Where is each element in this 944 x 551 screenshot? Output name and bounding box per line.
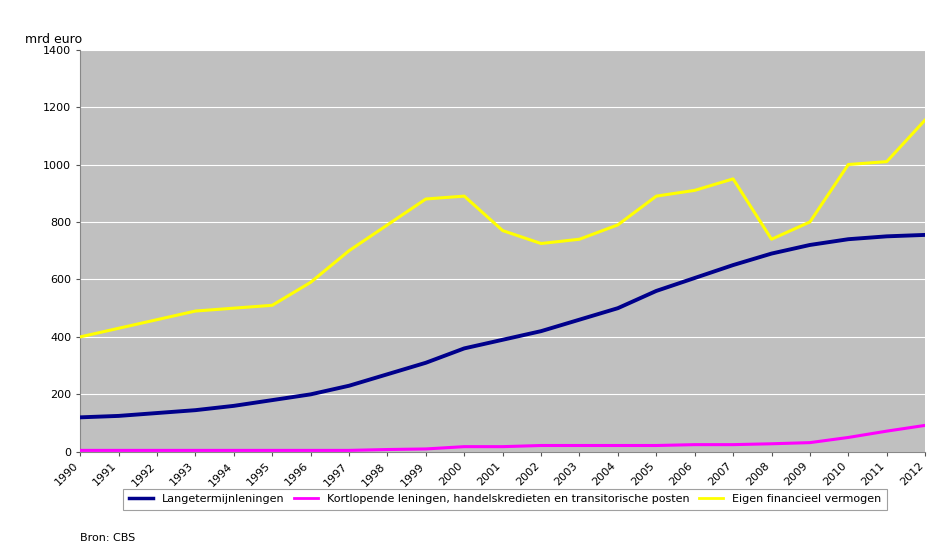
Kortlopende leningen, handelskredieten en transitorische posten	[151, 447, 162, 453]
Langetermijnleningen	[344, 382, 355, 389]
Langetermijnleningen	[804, 242, 816, 249]
Eigen financieel vermogen	[728, 176, 739, 182]
Eigen financieel vermogen	[151, 316, 162, 323]
Eigen financieel vermogen	[535, 240, 547, 247]
Text: mrd euro: mrd euro	[25, 33, 82, 46]
Eigen financieel vermogen	[420, 196, 431, 202]
Langetermijnleningen	[420, 359, 431, 366]
Kortlopende leningen, handelskredieten en transitorische posten	[613, 442, 624, 449]
Langetermijnleningen	[574, 316, 585, 323]
Eigen financieel vermogen	[381, 222, 393, 228]
Kortlopende leningen, handelskredieten en transitorische posten	[689, 441, 700, 448]
Langetermijnleningen	[689, 275, 700, 282]
Langetermijnleningen	[728, 262, 739, 268]
Langetermijnleningen	[459, 345, 470, 352]
Text: Bron: CBS: Bron: CBS	[80, 533, 136, 543]
Kortlopende leningen, handelskredieten en transitorische posten	[574, 442, 585, 449]
Langetermijnleningen	[151, 410, 162, 417]
Line: Kortlopende leningen, handelskredieten en transitorische posten: Kortlopende leningen, handelskredieten e…	[80, 425, 925, 450]
Eigen financieel vermogen	[266, 302, 278, 309]
Eigen financieel vermogen	[344, 247, 355, 254]
Langetermijnleningen	[381, 371, 393, 377]
Kortlopende leningen, handelskredieten en transitorische posten	[75, 447, 86, 453]
Langetermijnleningen	[650, 288, 662, 294]
Eigen financieel vermogen	[613, 222, 624, 228]
Langetermijnleningen	[305, 391, 316, 398]
Eigen financieel vermogen	[75, 333, 86, 340]
Eigen financieel vermogen	[497, 228, 509, 234]
Eigen financieel vermogen	[305, 279, 316, 285]
Eigen financieel vermogen	[843, 161, 854, 168]
Kortlopende leningen, handelskredieten en transitorische posten	[305, 447, 316, 453]
Kortlopende leningen, handelskredieten en transitorische posten	[766, 440, 777, 447]
Line: Langetermijnleningen: Langetermijnleningen	[80, 235, 925, 417]
Langetermijnleningen	[843, 236, 854, 242]
Eigen financieel vermogen	[766, 236, 777, 242]
Line: Eigen financieel vermogen: Eigen financieel vermogen	[80, 120, 925, 337]
Eigen financieel vermogen	[228, 305, 240, 311]
Langetermijnleningen	[113, 413, 125, 419]
Kortlopende leningen, handelskredieten en transitorische posten	[190, 447, 201, 453]
Langetermijnleningen	[881, 233, 892, 240]
Eigen financieel vermogen	[650, 193, 662, 199]
Eigen financieel vermogen	[919, 117, 931, 123]
Eigen financieel vermogen	[459, 193, 470, 199]
Kortlopende leningen, handelskredieten en transitorische posten	[804, 439, 816, 446]
Eigen financieel vermogen	[804, 219, 816, 225]
Eigen financieel vermogen	[113, 325, 125, 332]
Kortlopende leningen, handelskredieten en transitorische posten	[459, 444, 470, 450]
Langetermijnleningen	[535, 328, 547, 334]
Langetermijnleningen	[75, 414, 86, 420]
Kortlopende leningen, handelskredieten en transitorische posten	[381, 446, 393, 453]
Kortlopende leningen, handelskredieten en transitorische posten	[420, 446, 431, 452]
Eigen financieel vermogen	[574, 236, 585, 242]
Kortlopende leningen, handelskredieten en transitorische posten	[843, 434, 854, 441]
Kortlopende leningen, handelskredieten en transitorische posten	[228, 447, 240, 453]
Kortlopende leningen, handelskredieten en transitorische posten	[497, 444, 509, 450]
Eigen financieel vermogen	[881, 158, 892, 165]
Langetermijnleningen	[228, 403, 240, 409]
Eigen financieel vermogen	[689, 187, 700, 194]
Kortlopende leningen, handelskredieten en transitorische posten	[535, 442, 547, 449]
Kortlopende leningen, handelskredieten en transitorische posten	[266, 447, 278, 453]
Kortlopende leningen, handelskredieten en transitorische posten	[113, 447, 125, 453]
Kortlopende leningen, handelskredieten en transitorische posten	[728, 441, 739, 448]
Langetermijnleningen	[613, 305, 624, 311]
Langetermijnleningen	[919, 231, 931, 238]
Eigen financieel vermogen	[190, 307, 201, 314]
Legend: Langetermijnleningen, Kortlopende leningen, handelskredieten en transitorische p: Langetermijnleningen, Kortlopende lening…	[124, 489, 886, 510]
Kortlopende leningen, handelskredieten en transitorische posten	[881, 428, 892, 434]
Kortlopende leningen, handelskredieten en transitorische posten	[919, 422, 931, 429]
Langetermijnleningen	[266, 397, 278, 403]
Kortlopende leningen, handelskredieten en transitorische posten	[650, 442, 662, 449]
Langetermijnleningen	[497, 337, 509, 343]
Langetermijnleningen	[190, 407, 201, 413]
Kortlopende leningen, handelskredieten en transitorische posten	[344, 447, 355, 453]
Langetermijnleningen	[766, 250, 777, 257]
